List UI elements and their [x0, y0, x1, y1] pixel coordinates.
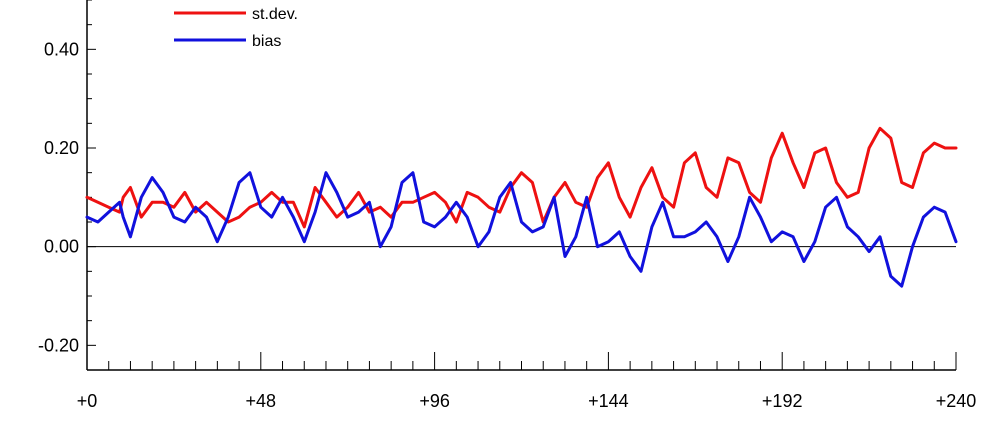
legend-label-stdev: st.dev. — [252, 6, 298, 23]
y-tick-label: 0.40 — [44, 39, 79, 59]
x-tick-label: +96 — [419, 391, 450, 411]
legend: st.dev. bias — [174, 6, 298, 50]
minor-ticks — [86, 0, 957, 371]
y-tick-labels: 0.40 0.20 0.00 -0.20 — [38, 39, 79, 355]
legend-label-bias: bias — [252, 33, 281, 50]
series-line-bias — [85, 171, 958, 288]
x-tick-labels: +0 +48 +96 +144 +192 +240 — [77, 391, 977, 411]
x-tick-label: +48 — [246, 391, 277, 411]
series-line-stdev — [85, 126, 958, 229]
x-tick-label: +144 — [588, 391, 629, 411]
y-tick-label: -0.20 — [38, 335, 79, 355]
x-tick-label: +0 — [77, 391, 98, 411]
axes — [86, 0, 956, 371]
x-tick-label: +192 — [762, 391, 803, 411]
y-tick-label: 0.00 — [44, 237, 79, 257]
x-tick-label: +240 — [936, 391, 977, 411]
series-layer — [85, 126, 958, 288]
y-tick-label: 0.20 — [44, 138, 79, 158]
